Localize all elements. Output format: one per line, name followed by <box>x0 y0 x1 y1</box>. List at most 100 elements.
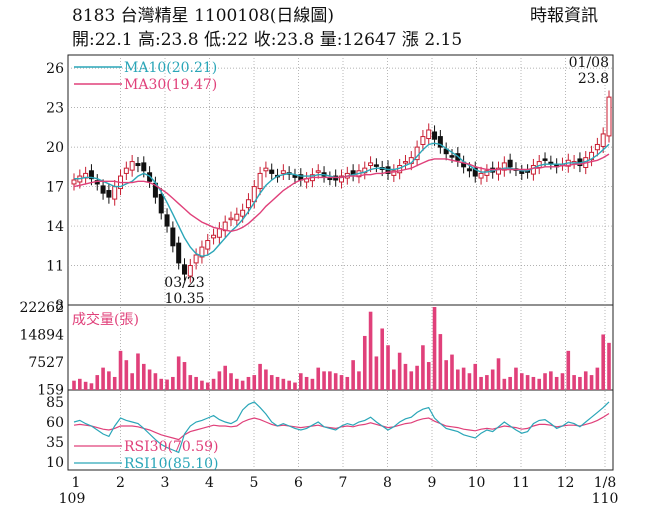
candle-body <box>519 170 525 174</box>
quote-summary: 開:22.1 高:23.8 低:22 收:23.8 量:12647 漲 2.15 <box>72 30 463 50</box>
candle-body <box>600 133 606 147</box>
price-tick-label: 14 <box>46 219 64 235</box>
volume-bar <box>269 375 274 390</box>
volume-bar <box>380 328 385 390</box>
volume-bar <box>118 350 123 390</box>
legend-label: RSI10(85.10) <box>124 456 218 472</box>
volume-bar <box>485 375 489 390</box>
candlestick-series <box>71 90 612 283</box>
x-tick-label: 7 <box>339 475 348 491</box>
volume-bar <box>107 371 111 390</box>
legend-label: MA10(20.21) <box>124 60 217 76</box>
year-label: 109 <box>59 491 86 507</box>
volume-bar <box>537 378 542 390</box>
volume-bar <box>147 369 152 390</box>
candle <box>443 142 449 161</box>
volume-bar <box>217 371 222 390</box>
source-label: 時報資訊 <box>530 6 598 26</box>
volume-bar <box>456 369 460 390</box>
candle <box>234 207 240 227</box>
volume-bar <box>200 380 204 390</box>
candle <box>315 164 321 179</box>
x-tick-label: 6 <box>294 475 303 491</box>
x-tick-label: 10 <box>468 475 486 491</box>
volume-bar <box>235 378 239 390</box>
annotation-date: 01/08 <box>569 55 609 71</box>
candle <box>304 172 310 189</box>
candle-body <box>240 209 246 217</box>
volume-bar <box>351 360 355 390</box>
candle-body <box>129 161 135 171</box>
candle <box>594 137 600 157</box>
candle-body <box>594 143 600 151</box>
x-tick-label: 1 <box>72 475 81 491</box>
volume-bar <box>310 378 315 390</box>
volume-bar <box>275 376 280 390</box>
volume-bar <box>426 362 431 390</box>
candle <box>437 130 443 154</box>
volume-bar <box>583 371 588 390</box>
candle <box>402 155 408 170</box>
volume-bar <box>298 373 303 390</box>
volume-bar <box>525 375 530 390</box>
volume-bar <box>339 375 344 390</box>
candle-body <box>478 172 484 179</box>
candle-body <box>106 190 112 198</box>
volume-bar <box>205 382 210 390</box>
rsi10-line <box>73 401 610 454</box>
candle <box>391 164 397 182</box>
candle-body <box>71 179 77 185</box>
volume-bar <box>479 376 483 390</box>
volume-bars <box>72 307 611 390</box>
candle <box>426 123 432 146</box>
volume-bar <box>409 371 414 390</box>
volume-bar <box>519 373 524 390</box>
candle <box>339 169 344 189</box>
volume-bar <box>316 367 321 390</box>
rsi-tick-label: 10 <box>46 455 64 471</box>
candle <box>461 155 467 174</box>
volume-bar <box>141 363 146 390</box>
volume-bar <box>374 356 379 390</box>
candle <box>112 180 118 206</box>
volume-bar <box>514 367 518 390</box>
candle <box>373 158 379 173</box>
volume-bar <box>368 311 373 390</box>
candle <box>222 215 228 238</box>
candle <box>269 163 275 180</box>
volume-bar <box>595 367 600 390</box>
candle <box>257 166 263 196</box>
candle <box>606 90 612 143</box>
volume-bar <box>78 378 82 390</box>
x-tick-label: 3 <box>161 475 170 491</box>
candle <box>496 161 502 181</box>
candle <box>420 130 426 152</box>
candle <box>432 125 438 146</box>
volume-bar <box>438 334 443 390</box>
volume-bar <box>101 367 105 390</box>
volume-bar <box>549 371 553 390</box>
candle-body <box>507 159 513 168</box>
volume-bar <box>252 375 257 390</box>
candle <box>228 211 234 227</box>
candle <box>362 161 368 180</box>
candle-body <box>123 167 129 174</box>
candle <box>298 168 304 187</box>
price-tick-label: 17 <box>46 180 64 196</box>
candle <box>193 248 199 270</box>
candle-body <box>245 199 251 209</box>
volume-bar <box>246 376 251 390</box>
volume-bar <box>281 378 286 390</box>
candle <box>199 240 205 264</box>
volume-bar <box>223 365 227 390</box>
candle <box>135 156 141 173</box>
candle-body <box>112 186 118 200</box>
volume-bar <box>293 382 297 390</box>
candle-body <box>426 129 432 140</box>
volume-bar <box>130 373 134 390</box>
volume-bar <box>461 367 466 390</box>
candle-body <box>339 175 344 183</box>
candle <box>216 222 222 244</box>
